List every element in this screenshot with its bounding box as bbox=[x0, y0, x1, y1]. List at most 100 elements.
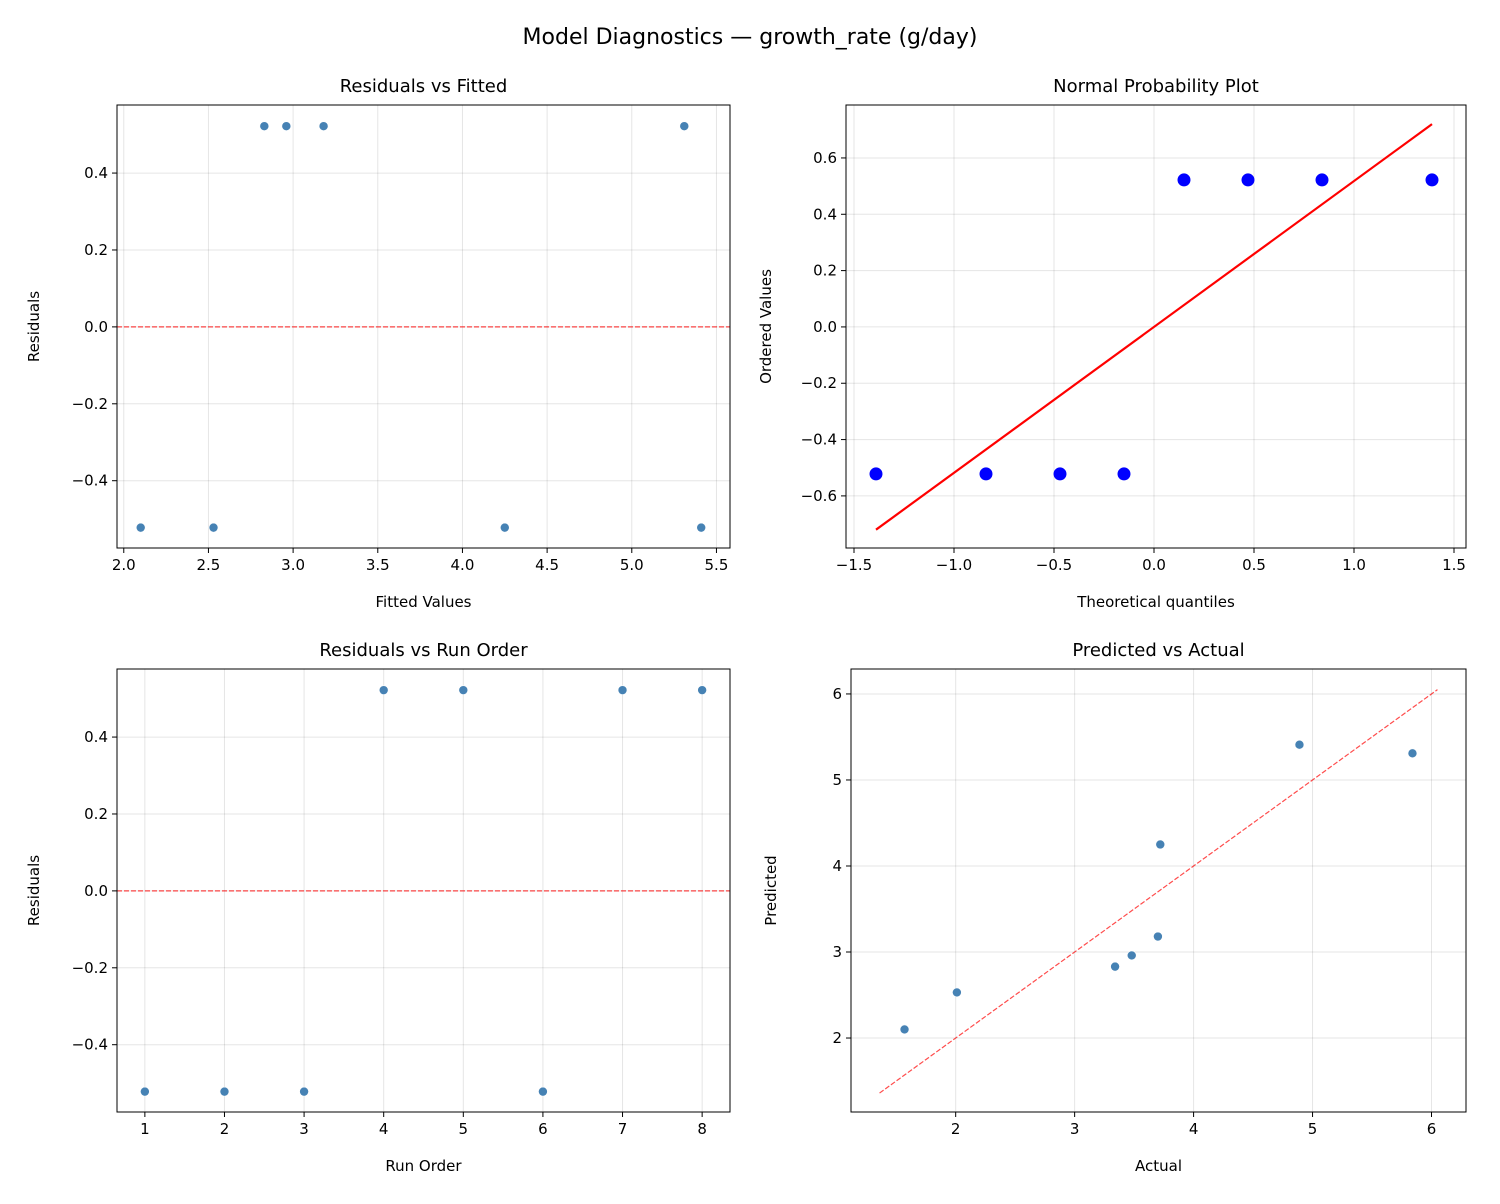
y-tick-label: 5 bbox=[832, 771, 842, 789]
figure-title: Model Diagnostics — growth_rate (g/day) bbox=[523, 25, 978, 50]
data-point bbox=[869, 467, 883, 481]
axes-frame bbox=[850, 668, 1467, 1113]
x-tick-label: 2 bbox=[951, 1120, 961, 1138]
subplot-title: Predicted vs Actual bbox=[1072, 640, 1244, 661]
x-tick-label: 0.0 bbox=[1142, 556, 1166, 574]
data-point bbox=[318, 121, 329, 131]
data-point bbox=[140, 1086, 150, 1097]
data-point bbox=[1425, 173, 1439, 187]
x-tick-label: 3 bbox=[1070, 1120, 1080, 1138]
x-tick-label: 4.0 bbox=[451, 556, 475, 574]
x-tick-label: 2 bbox=[220, 1120, 230, 1138]
x-tick-label: 1.0 bbox=[1342, 556, 1366, 574]
subplot-title: Residuals vs Fitted bbox=[340, 76, 508, 97]
x-tick-label: 4 bbox=[379, 1120, 389, 1138]
identity-line bbox=[879, 689, 1438, 1094]
y-axis-label: Ordered Values bbox=[757, 269, 775, 384]
x-tick-label: 5.5 bbox=[705, 556, 729, 574]
fit-line bbox=[875, 123, 1433, 531]
data-point bbox=[1117, 467, 1131, 481]
data-point bbox=[1294, 739, 1305, 750]
y-axis-label: Residuals bbox=[25, 291, 43, 362]
y-tick-label: 0.4 bbox=[84, 164, 108, 182]
y-tick-label: 6 bbox=[832, 685, 842, 703]
data-point bbox=[538, 1086, 548, 1097]
x-tick-label: 0.5 bbox=[1242, 556, 1266, 574]
y-tick-label: 0.0 bbox=[84, 882, 108, 900]
x-tick-label: 7 bbox=[618, 1120, 628, 1138]
x-tick-label: 2.0 bbox=[112, 556, 136, 574]
subplot-1: 2.0 2.5 3.0 3.5 4.0 4.5 5.0 5.5 −0.4 −0.2 0.0 0.2 0.… bbox=[25, 76, 731, 611]
axes-frame bbox=[116, 668, 731, 1113]
x-axis-label: Theoretical quantiles bbox=[1076, 593, 1235, 611]
y-tick-label: −0.4 bbox=[72, 472, 108, 490]
subplot-2: −1.5 −1.0 −0.5 0.0 0.5 1.0 1.5 −0.6 −0.4 −0.2 0.0 0… bbox=[757, 76, 1467, 611]
data-point bbox=[696, 522, 707, 533]
x-tick-label: 1 bbox=[140, 1120, 150, 1138]
y-tick-label: −0.2 bbox=[72, 959, 108, 977]
x-axis-label: Actual bbox=[1135, 1157, 1182, 1175]
x-tick-label: 3 bbox=[299, 1120, 309, 1138]
y-tick-label: 0.0 bbox=[813, 318, 837, 336]
data-point bbox=[1177, 173, 1191, 187]
y-tick-label: 0.4 bbox=[813, 205, 837, 223]
data-point bbox=[952, 987, 962, 998]
y-tick-label: 2 bbox=[832, 1029, 842, 1047]
data-point bbox=[208, 522, 219, 533]
data-point bbox=[979, 467, 993, 481]
y-tick-label: 0.4 bbox=[84, 728, 108, 746]
x-tick-label: 3.0 bbox=[281, 556, 305, 574]
data-point bbox=[1407, 748, 1418, 759]
y-tick-label: 0.2 bbox=[84, 805, 108, 823]
x-tick-label: 5 bbox=[459, 1120, 469, 1138]
data-point bbox=[499, 522, 510, 533]
subplot-3: 1 2 3 4 5 6 7 8 −0.4 −0.2 0.0 0.2 0.4 Residuals vs Ru… bbox=[25, 640, 731, 1175]
axes-frame bbox=[845, 104, 1467, 549]
data-point bbox=[1053, 467, 1067, 481]
data-point bbox=[1153, 931, 1163, 942]
x-tick-label: 8 bbox=[697, 1120, 707, 1138]
x-axis-label: Run Order bbox=[385, 1157, 462, 1175]
x-tick-label: 2.5 bbox=[197, 556, 221, 574]
data-point bbox=[281, 121, 292, 131]
y-tick-label: −0.2 bbox=[801, 374, 837, 392]
data-point bbox=[1315, 173, 1329, 187]
y-axis-label: Residuals bbox=[25, 855, 43, 926]
axes-frame bbox=[116, 104, 731, 549]
x-tick-label: 4.5 bbox=[535, 556, 559, 574]
data-point bbox=[299, 1086, 309, 1097]
data-point bbox=[378, 685, 389, 695]
data-point bbox=[1126, 950, 1137, 961]
y-tick-label: 0.0 bbox=[84, 318, 108, 336]
x-tick-label: −1.5 bbox=[836, 556, 872, 574]
x-tick-label: 6 bbox=[1427, 1120, 1437, 1138]
y-tick-label: 0.2 bbox=[813, 262, 837, 280]
x-tick-label: 5 bbox=[1308, 1120, 1318, 1138]
y-axis-label: Predicted bbox=[762, 855, 780, 925]
subplot-title: Normal Probability Plot bbox=[1053, 76, 1259, 97]
subplot-4: 2 3 4 5 6 2 3 4 5 6 Predicted vs Actual Actual Predi… bbox=[762, 640, 1467, 1175]
x-axis-label: Fitted Values bbox=[376, 593, 472, 611]
y-tick-label: −0.4 bbox=[801, 431, 837, 449]
y-tick-label: 0.2 bbox=[84, 241, 108, 259]
y-tick-label: 4 bbox=[832, 857, 842, 875]
y-tick-label: −0.6 bbox=[801, 487, 837, 505]
data-point bbox=[135, 522, 146, 533]
x-tick-label: −0.5 bbox=[1036, 556, 1072, 574]
x-tick-label: 1.5 bbox=[1442, 556, 1466, 574]
data-point bbox=[259, 121, 270, 131]
x-tick-label: 4 bbox=[1189, 1120, 1199, 1138]
x-tick-label: −1.0 bbox=[936, 556, 972, 574]
data-point bbox=[697, 685, 707, 695]
data-point bbox=[219, 1086, 230, 1097]
data-point bbox=[617, 685, 628, 695]
data-point bbox=[1155, 839, 1166, 850]
x-tick-label: 3.5 bbox=[366, 556, 390, 574]
data-point bbox=[1241, 173, 1255, 187]
x-tick-label: 6 bbox=[538, 1120, 548, 1138]
data-point bbox=[1110, 961, 1120, 972]
y-tick-label: −0.2 bbox=[72, 395, 108, 413]
x-tick-label: 5.0 bbox=[620, 556, 644, 574]
y-tick-label: 0.6 bbox=[813, 149, 837, 167]
